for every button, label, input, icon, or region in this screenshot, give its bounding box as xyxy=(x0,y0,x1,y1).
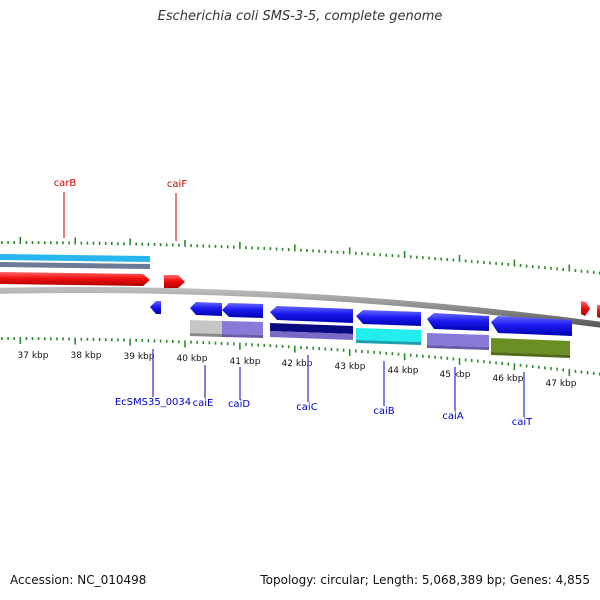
cog-bar-slate xyxy=(0,262,150,269)
kbp-label: 41 kbp xyxy=(230,357,261,367)
cog-bar-caiT-shadow xyxy=(491,352,570,358)
cog-bar-caiA-shadow xyxy=(427,345,489,350)
cog-bar-light-blue xyxy=(0,254,150,262)
gene-arrow-caiE xyxy=(190,302,222,316)
map-title: Escherichia coli SMS-3-5, complete genom… xyxy=(157,9,443,24)
cog-bar-caiE xyxy=(190,320,222,334)
kbp-label: 43 kbp xyxy=(335,362,366,372)
kbp-axis-labels: 37 kbp 38 kbp 39 kbp 40 kbp 41 kbp 42 kbp 43 k… xyxy=(18,351,577,389)
gene-label-caiT[interactable]: caiT xyxy=(512,417,533,428)
gene-label-EcSMS35_0034[interactable]: EcSMS35_0034 xyxy=(115,397,191,408)
cog-bar-caiE-shadow xyxy=(190,333,222,337)
reverse-tick-ruler xyxy=(1,337,600,377)
cog-bar-caiT xyxy=(491,338,570,355)
kbp-label: 40 kbp xyxy=(177,354,208,364)
kbp-label: 38 kbp xyxy=(71,351,102,361)
cog-bar-caiD xyxy=(222,321,263,335)
forward-tick-ruler xyxy=(1,237,600,275)
forward-gene-labels: carB caiF xyxy=(54,178,187,241)
kbp-label: 39 kbp xyxy=(124,352,155,362)
gene-arrow-caiF xyxy=(164,275,185,288)
kbp-label: 44 kbp xyxy=(388,366,419,376)
reverse-cog-bars xyxy=(190,320,570,358)
cog-bar-caiC xyxy=(270,323,353,334)
reverse-gene-labels: EcSMS35_0034 caiE caiD caiC caiB caiA caiT xyxy=(115,349,533,428)
gene-arrow-caiT xyxy=(491,316,572,336)
gene-arrow-caiC xyxy=(270,306,353,323)
forward-cog-bars xyxy=(0,254,150,269)
gene-label-caiB[interactable]: caiB xyxy=(373,406,394,417)
gene-arrow-caiB xyxy=(356,310,421,326)
gene-label-caiA[interactable]: caiA xyxy=(442,411,463,422)
kbp-label: 46 kbp xyxy=(493,374,524,384)
topology-summary: Topology: circular; Length: 5,068,389 bp… xyxy=(260,573,590,587)
cog-bar-caiB xyxy=(356,328,421,342)
gene-arrow-caiD xyxy=(222,303,263,318)
kbp-label: 37 kbp xyxy=(18,351,49,361)
kbp-label: 47 kbp xyxy=(546,379,577,389)
forward-genes xyxy=(0,272,600,318)
cog-bar-caiD-shadow xyxy=(222,334,263,338)
cog-bar-caiA xyxy=(427,333,489,347)
kbp-label: 42 kbp xyxy=(282,359,313,369)
gene-arrow-caiA xyxy=(427,313,489,331)
gene-arrow-offscreen-1 xyxy=(581,301,590,316)
gene-label-caiD[interactable]: caiD xyxy=(228,399,250,410)
gene-label-caiE[interactable]: caiE xyxy=(193,398,214,409)
genome-backbone xyxy=(0,287,600,328)
gene-label-caiF[interactable]: caiF xyxy=(167,179,187,190)
gene-label-carB[interactable]: carB xyxy=(54,178,77,189)
gene-arrow-EcSMS35_0034 xyxy=(150,301,161,314)
gene-arrow-offscreen-2 xyxy=(597,305,600,318)
gene-arrow-carB xyxy=(0,272,150,286)
accession-label: Accession: NC_010498 xyxy=(10,573,147,587)
cog-bar-caiB-shadow xyxy=(356,340,421,345)
gene-label-caiC[interactable]: caiC xyxy=(296,402,317,413)
cog-bar-caiC-2 xyxy=(270,331,353,340)
reverse-genes xyxy=(150,301,572,336)
